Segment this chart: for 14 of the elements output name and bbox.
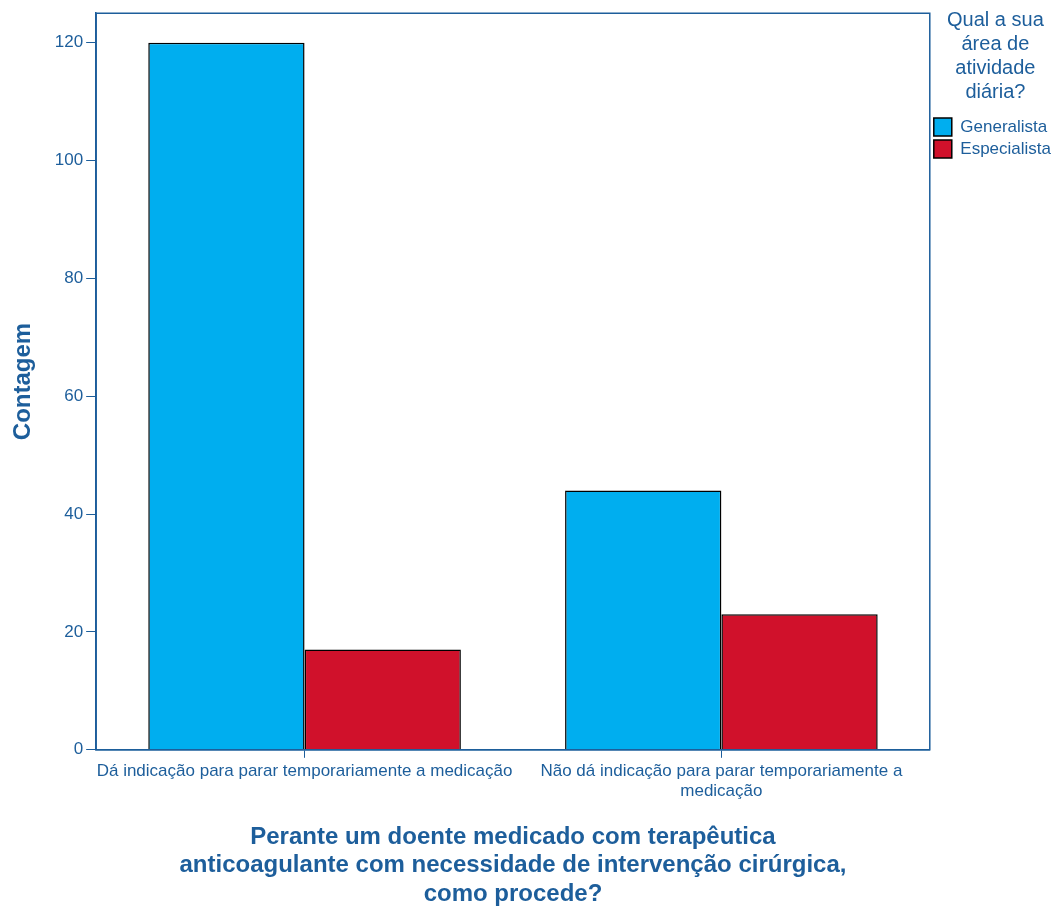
- y-tick-label: 0: [73, 739, 84, 759]
- y-tick-label: 40: [64, 503, 84, 523]
- legend-title: Qual a sua área de atividade diária?: [947, 7, 1045, 102]
- x-tick-label: Dá indicação para parar temporariamente a medicação: [96, 760, 513, 780]
- y-tick-label: 120: [54, 32, 84, 52]
- y-tick-label: 60: [64, 385, 84, 405]
- legend-label: Generalista: [960, 116, 1048, 136]
- y-tick-label: 20: [64, 621, 84, 641]
- y-tick-label: 100: [54, 150, 84, 170]
- y-tick-label: 80: [64, 268, 84, 288]
- legend-label: Especialista: [960, 138, 1052, 158]
- x-tick-label: Não dá indicação para parar temporariamente a medicação: [540, 760, 903, 801]
- y-axis-title: Contagem: [8, 322, 36, 441]
- x-axis-title: Perante um doente medicado com terapêutica anticoagulante com necessidade de intervenção cirúrgica, como procede?: [179, 821, 847, 907]
